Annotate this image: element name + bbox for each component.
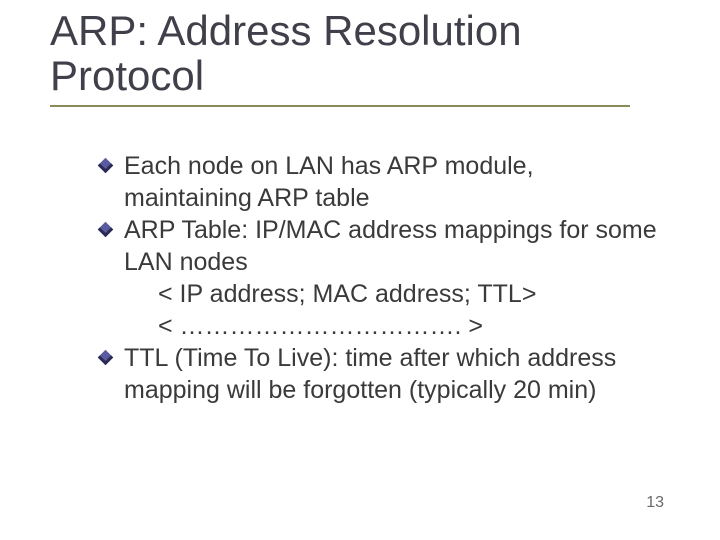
- bullet-3-text: TTL (Time To Live): time after which add…: [124, 344, 616, 404]
- title-underline: [50, 105, 630, 107]
- title-line-1: ARP: Address Resolution: [50, 7, 522, 54]
- slide: ARP: Address Resolution Protocol Each no…: [0, 0, 720, 540]
- diamond-icon: [98, 158, 114, 174]
- bullet-2: ARP Table: IP/MAC address mappings for s…: [100, 214, 660, 342]
- body-content: Each node on LAN has ARP module, maintai…: [100, 150, 660, 406]
- bullet-1-text: Each node on LAN has ARP module, maintai…: [124, 152, 534, 212]
- bullet-2-text: ARP Table: IP/MAC address mappings for s…: [124, 216, 657, 276]
- bullet-2-sub-2: < ……………………………. >: [148, 310, 660, 342]
- diamond-icon: [98, 350, 114, 366]
- page-number: 13: [646, 494, 664, 512]
- bullet-2-sub-1: < IP address; MAC address; TTL>: [148, 278, 660, 310]
- bullet-3: TTL (Time To Live): time after which add…: [100, 342, 660, 406]
- bullet-1: Each node on LAN has ARP module, maintai…: [100, 150, 660, 214]
- slide-title: ARP: Address Resolution Protocol: [50, 8, 670, 99]
- title-block: ARP: Address Resolution Protocol: [50, 8, 670, 107]
- diamond-icon: [98, 222, 114, 238]
- title-line-2: Protocol: [50, 52, 204, 99]
